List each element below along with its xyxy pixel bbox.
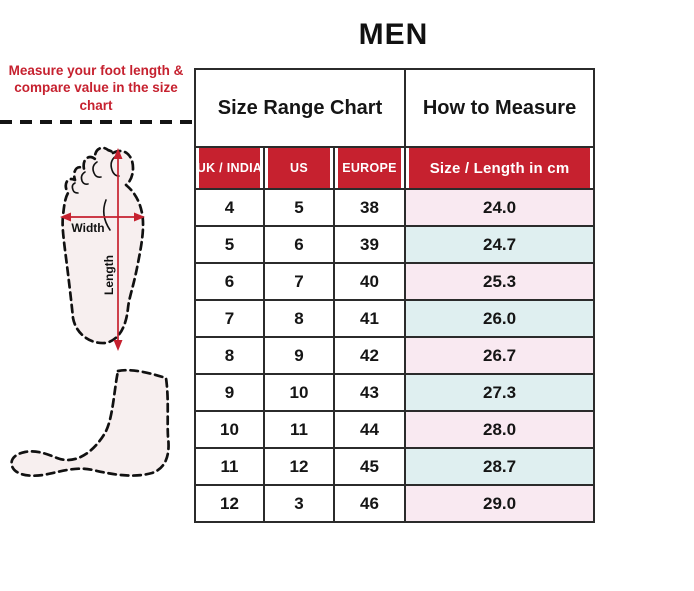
cell-europe: 45 [332, 447, 407, 486]
cell-us: 10 [263, 373, 335, 412]
cell-europe: 41 [332, 299, 407, 338]
cell-us: 6 [263, 225, 335, 264]
cell-size-cm: 25.3 [404, 262, 596, 301]
cell-us: 9 [263, 336, 335, 375]
foot-side-outline [10, 368, 170, 478]
toe-crease-3 [80, 171, 89, 185]
table-row: 9 10 43 27.3 [194, 373, 596, 412]
cell-size-cm: 29.0 [404, 484, 596, 523]
cell-europe: 38 [332, 188, 407, 227]
cell-uk-india: 6 [194, 262, 265, 301]
cell-us: 12 [263, 447, 335, 486]
group-header-size-range-chart: Size Range Chart [193, 68, 407, 148]
length-arrowhead-top [113, 148, 123, 159]
cell-size-cm: 28.0 [404, 410, 596, 449]
cell-us: 8 [263, 299, 335, 338]
toe-crease-1 [110, 155, 120, 177]
col-header-europe: EUROPE [332, 146, 407, 190]
table-row: 8 9 42 26.7 [194, 336, 596, 375]
cell-us: 5 [263, 188, 335, 227]
cell-size-cm: 26.7 [404, 336, 596, 375]
col-header-uk-india: UK / INDIA [194, 146, 265, 190]
table-row: 11 12 45 28.7 [194, 447, 596, 486]
cell-europe: 44 [332, 410, 407, 449]
foot-outline [61, 146, 145, 345]
column-header-row: UK / INDIA US EUROPE Size / Length in cm [194, 146, 596, 190]
cell-uk-india: 10 [194, 410, 265, 449]
cell-uk-india: 7 [194, 299, 265, 338]
page-title: MEN [358, 18, 429, 51]
cell-size-cm: 28.7 [404, 447, 596, 486]
dashed-divider [0, 120, 196, 124]
foot-top-view-illustration: Width Length [60, 146, 145, 351]
cell-europe: 40 [332, 262, 407, 301]
table-row: 10 11 44 28.0 [194, 410, 596, 449]
cell-uk-india: 4 [194, 188, 265, 227]
table-row: 12 3 46 29.0 [194, 484, 596, 523]
width-arrowhead-right [134, 212, 145, 222]
cell-uk-india: 5 [194, 225, 265, 264]
cell-size-cm: 26.0 [404, 299, 596, 338]
instruction-text: Measure your foot length & compare value… [8, 63, 184, 113]
size-table: Size Range Chart How to Measure UK / IND… [193, 68, 596, 523]
col-header-us: US [263, 146, 335, 190]
cell-size-cm: 24.0 [404, 188, 596, 227]
cell-us: 3 [263, 484, 335, 523]
toe-crease-4 [71, 182, 79, 194]
group-header-row: Size Range Chart How to Measure [193, 68, 596, 148]
cell-uk-india: 12 [194, 484, 265, 523]
toe-crease-2 [92, 161, 102, 178]
table-row: 6 7 40 25.3 [194, 262, 596, 301]
cell-uk-india: 9 [194, 373, 265, 412]
cell-us: 7 [263, 262, 335, 301]
length-label: Length [102, 255, 116, 295]
cell-europe: 43 [332, 373, 407, 412]
cell-europe: 42 [332, 336, 407, 375]
table-row: 7 8 41 26.0 [194, 299, 596, 338]
width-label: Width [71, 221, 104, 235]
length-arrowhead-bottom [113, 340, 123, 351]
cell-europe: 46 [332, 484, 407, 523]
col-header-size-length-cm: Size / Length in cm [404, 146, 596, 190]
group-header-how-to-measure: How to Measure [404, 68, 596, 148]
cell-size-cm: 27.3 [404, 373, 596, 412]
table-row: 4 5 38 24.0 [194, 188, 596, 227]
cell-europe: 39 [332, 225, 407, 264]
width-arrowhead-left [60, 212, 71, 222]
cell-size-cm: 24.7 [404, 225, 596, 264]
table-row: 5 6 39 24.7 [194, 225, 596, 264]
cell-uk-india: 8 [194, 336, 265, 375]
cell-uk-india: 11 [194, 447, 265, 486]
ball-crease [102, 199, 111, 231]
foot-side-view-illustration [10, 368, 170, 478]
cell-us: 11 [263, 410, 335, 449]
